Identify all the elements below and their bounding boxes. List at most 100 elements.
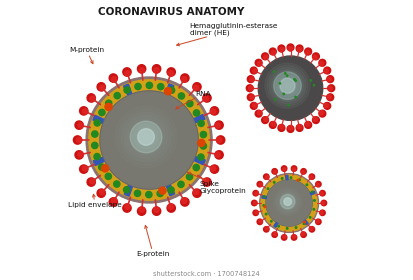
Circle shape: [304, 221, 305, 223]
Circle shape: [203, 178, 211, 186]
Circle shape: [287, 44, 294, 51]
Circle shape: [269, 122, 276, 128]
Circle shape: [283, 81, 292, 90]
Circle shape: [274, 72, 301, 100]
Circle shape: [128, 118, 165, 156]
Circle shape: [327, 94, 334, 101]
Circle shape: [105, 173, 112, 179]
Circle shape: [279, 83, 281, 84]
Circle shape: [200, 143, 206, 149]
Circle shape: [181, 198, 189, 206]
Circle shape: [139, 67, 145, 73]
Circle shape: [288, 104, 289, 106]
Circle shape: [275, 189, 301, 214]
Text: Spike
Glycoprotein: Spike Glycoprotein: [188, 172, 246, 194]
Circle shape: [75, 151, 83, 159]
Circle shape: [109, 198, 117, 206]
Circle shape: [193, 164, 199, 171]
Circle shape: [89, 80, 209, 200]
Circle shape: [138, 65, 146, 73]
Circle shape: [76, 137, 82, 143]
Circle shape: [313, 117, 319, 123]
Circle shape: [78, 152, 83, 157]
Circle shape: [316, 219, 321, 225]
Circle shape: [203, 96, 209, 102]
Circle shape: [100, 91, 198, 189]
Circle shape: [281, 79, 294, 92]
Circle shape: [306, 50, 310, 55]
Circle shape: [280, 194, 295, 209]
Circle shape: [258, 56, 323, 120]
Circle shape: [309, 227, 313, 230]
Circle shape: [273, 187, 302, 216]
Circle shape: [277, 191, 299, 213]
Circle shape: [215, 151, 223, 159]
Circle shape: [114, 181, 120, 187]
Circle shape: [273, 71, 275, 73]
Circle shape: [282, 195, 294, 208]
Circle shape: [259, 220, 262, 223]
Circle shape: [140, 131, 152, 143]
Circle shape: [123, 68, 131, 76]
Circle shape: [216, 136, 225, 144]
Circle shape: [137, 127, 156, 146]
Circle shape: [80, 107, 88, 115]
Wedge shape: [123, 84, 132, 95]
Circle shape: [280, 78, 295, 93]
Circle shape: [133, 123, 159, 150]
Circle shape: [314, 200, 315, 201]
Circle shape: [130, 121, 162, 153]
Circle shape: [287, 125, 294, 132]
Circle shape: [210, 109, 216, 114]
Circle shape: [266, 180, 312, 226]
Circle shape: [319, 61, 324, 66]
Circle shape: [168, 204, 173, 209]
Circle shape: [152, 207, 161, 215]
Circle shape: [266, 213, 267, 215]
Circle shape: [295, 80, 297, 81]
Circle shape: [271, 122, 275, 126]
Circle shape: [278, 125, 285, 131]
Circle shape: [106, 100, 112, 106]
Circle shape: [137, 128, 155, 146]
Circle shape: [309, 216, 311, 218]
Circle shape: [255, 110, 262, 117]
Circle shape: [285, 83, 290, 88]
Circle shape: [296, 125, 303, 131]
Circle shape: [328, 85, 335, 92]
Circle shape: [250, 95, 254, 99]
Circle shape: [274, 188, 301, 215]
Circle shape: [269, 48, 276, 55]
Circle shape: [263, 55, 268, 59]
Circle shape: [263, 227, 269, 232]
Circle shape: [265, 63, 310, 108]
Circle shape: [327, 76, 334, 83]
Circle shape: [123, 204, 131, 212]
Circle shape: [311, 191, 313, 193]
Circle shape: [116, 108, 176, 166]
Circle shape: [259, 183, 262, 186]
Circle shape: [97, 83, 105, 91]
Circle shape: [262, 117, 268, 123]
Circle shape: [253, 190, 259, 196]
Circle shape: [215, 152, 221, 157]
Circle shape: [94, 153, 100, 160]
Circle shape: [319, 111, 324, 115]
Circle shape: [303, 223, 305, 225]
Text: Hemagglutinin-esterase
dimer (HE): Hemagglutinin-esterase dimer (HE): [177, 23, 278, 46]
Circle shape: [143, 134, 149, 140]
Circle shape: [295, 227, 297, 228]
Circle shape: [281, 235, 287, 240]
Circle shape: [178, 93, 185, 99]
Circle shape: [168, 187, 174, 193]
Circle shape: [86, 77, 212, 203]
Circle shape: [134, 125, 159, 149]
Circle shape: [262, 53, 268, 60]
Circle shape: [82, 166, 88, 171]
Circle shape: [276, 74, 299, 97]
Circle shape: [309, 227, 315, 232]
Circle shape: [316, 183, 319, 186]
Circle shape: [271, 50, 275, 55]
Circle shape: [297, 47, 301, 52]
Circle shape: [273, 232, 277, 235]
